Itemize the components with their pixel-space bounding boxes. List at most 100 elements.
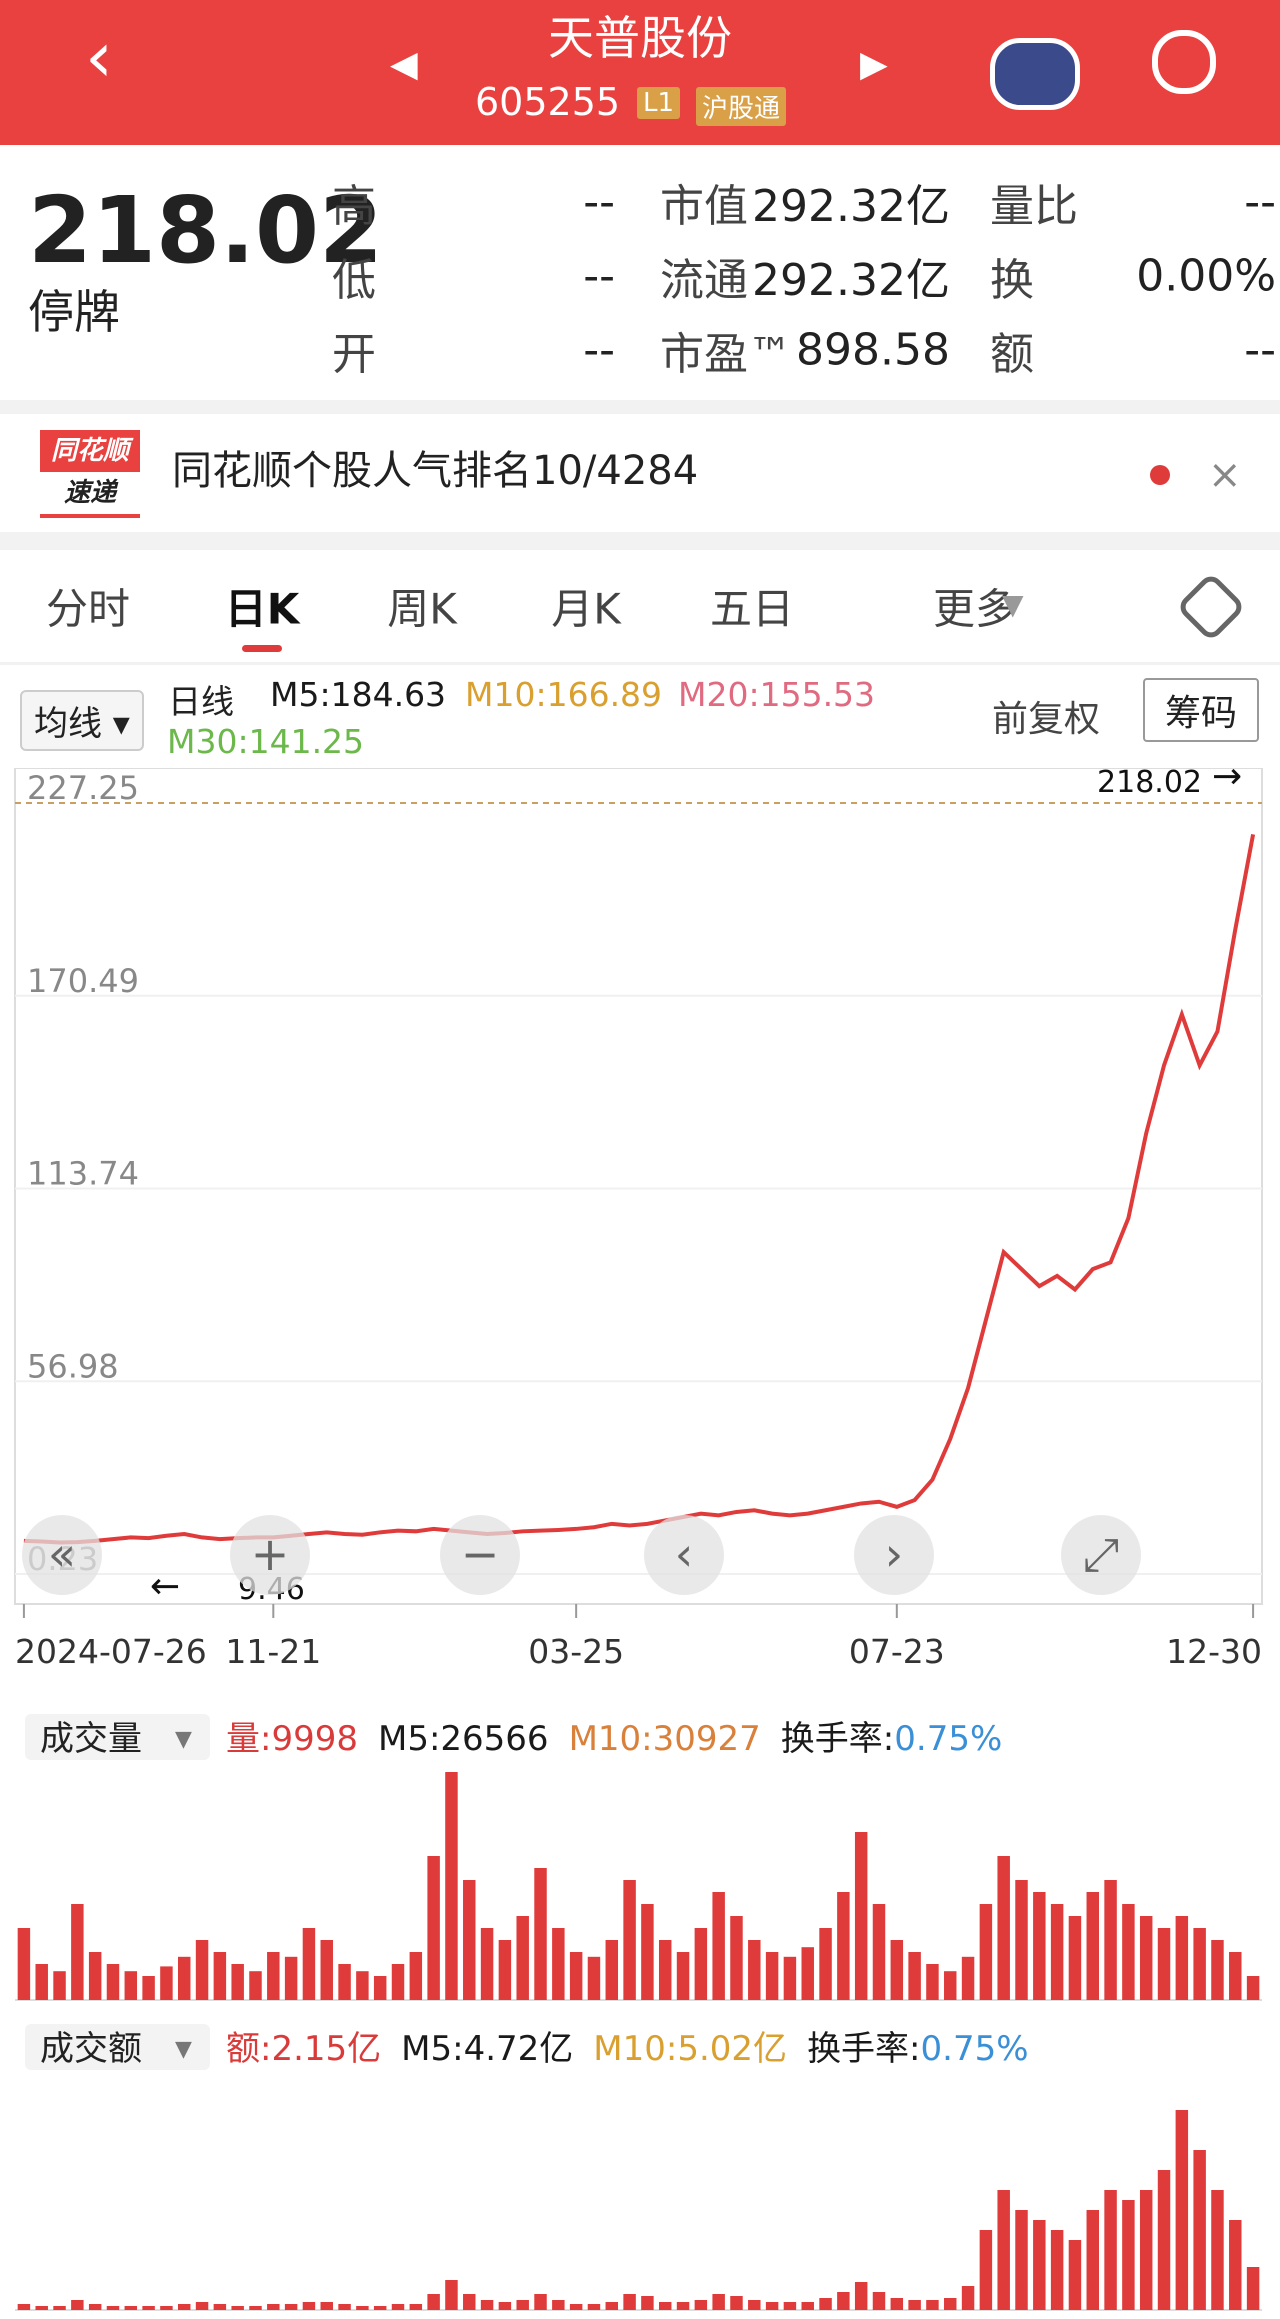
- bar: [160, 1966, 173, 2000]
- bar: [106, 2306, 120, 2310]
- ma-item: M20:155.53: [678, 675, 876, 714]
- bar: [569, 2304, 583, 2310]
- banner-text[interactable]: 同花顺个股人气排名10/4284: [172, 448, 699, 494]
- bar: [944, 1971, 957, 2000]
- close[interactable]: ×: [1208, 452, 1242, 498]
- bar: [801, 2302, 814, 2310]
- ma-item: M5:184.63: [270, 675, 447, 714]
- bar: [694, 1928, 708, 2000]
- quote-value: --: [1244, 324, 1276, 376]
- x-tick-label: 03-25: [528, 1632, 624, 1671]
- quote-label: 换: [990, 255, 1034, 306]
- tab[interactable]: 日K: [224, 584, 300, 634]
- bar: [267, 2304, 280, 2310]
- bar: [35, 2306, 48, 2310]
- bar: [534, 1868, 547, 2000]
- legend-button: [25, 2024, 210, 2070]
- panel-title: 成交量: [40, 1719, 142, 1759]
- bar: [409, 2304, 423, 2310]
- prev[interactable]: ‹: [644, 1515, 724, 1595]
- bar: [1139, 2190, 1153, 2310]
- bar: [498, 1940, 512, 2000]
- bar: [676, 2302, 690, 2310]
- bar: [320, 2302, 333, 2310]
- bar: [124, 2306, 138, 2310]
- bar: [213, 1952, 227, 2000]
- tab[interactable]: 更多: [932, 584, 1018, 634]
- bar: [712, 2294, 725, 2310]
- bar: [605, 1940, 619, 2000]
- fullscreen[interactable]: ⤢: [1061, 1515, 1141, 1595]
- settings-icon[interactable]: [1175, 571, 1247, 643]
- scroll-left[interactable]: «: [22, 1515, 102, 1595]
- bar: [17, 2304, 31, 2310]
- tab[interactable]: 分时: [45, 584, 131, 634]
- next[interactable]: ›: [854, 1515, 934, 1595]
- y-tick-label: 113.74: [27, 1155, 139, 1193]
- bar: [676, 1952, 690, 2000]
- bar: [908, 2300, 921, 2310]
- bar: [979, 1904, 993, 2000]
- bar: [88, 1952, 102, 2000]
- bar: [819, 1928, 832, 2000]
- x-tick-label: 07-23: [849, 1632, 945, 1671]
- bar: [1229, 2220, 1242, 2310]
- bar: [373, 2306, 387, 2310]
- x-tick-label: 11-21: [225, 1632, 321, 1671]
- chips-button[interactable]: 筹码: [1143, 678, 1260, 742]
- bar: [605, 2302, 619, 2310]
- zoom-in[interactable]: +: [230, 1515, 310, 1595]
- x-tick-label: 2024-07-26: [15, 1632, 207, 1671]
- legend-button: [25, 1714, 210, 1760]
- legend-item: 额:2.15亿: [226, 2029, 381, 2069]
- bar: [320, 1940, 333, 2000]
- tab[interactable]: 月K: [551, 584, 621, 634]
- bar: [302, 2302, 316, 2310]
- bar: [1068, 2240, 1082, 2310]
- ma-button[interactable]: 均线 ▾: [20, 690, 144, 751]
- bar: [284, 2304, 298, 2310]
- bar: [1175, 1916, 1189, 2000]
- next-stock[interactable]: ▶: [860, 44, 888, 85]
- legend-item: M5:4.72亿: [401, 2029, 573, 2069]
- prev-stock[interactable]: ◀: [390, 44, 418, 85]
- bar: [480, 1928, 494, 2000]
- assistant-icon[interactable]: [990, 38, 1080, 110]
- tab[interactable]: 周K: [387, 584, 457, 634]
- bar: [231, 2306, 244, 2310]
- bar: [694, 2300, 708, 2310]
- ma-button-text: 均线: [34, 704, 102, 744]
- bar: [712, 1892, 725, 2000]
- back-button[interactable]: ‹: [85, 16, 113, 98]
- bar: [997, 2190, 1010, 2310]
- legend-item: 换手率:: [807, 2029, 920, 2069]
- dot: [1150, 465, 1170, 485]
- price: 218.02: [28, 177, 384, 284]
- quote-label: 开: [332, 329, 376, 380]
- bar: [908, 1952, 921, 2000]
- legend-item: 0.75%: [921, 2029, 1029, 2069]
- divider: [0, 532, 1280, 550]
- tab-underline: [242, 645, 282, 652]
- tab[interactable]: 五日: [709, 584, 795, 634]
- quote-label: 量比: [990, 181, 1078, 232]
- legend-item: M10:5.02亿: [593, 2029, 787, 2069]
- adjust[interactable]: 前复权: [992, 699, 1101, 740]
- bar: [1229, 1952, 1242, 2000]
- logo-top: 同花顺: [50, 436, 129, 466]
- quote-value: --: [583, 176, 615, 228]
- bar: [872, 2292, 886, 2310]
- bar: [1193, 1928, 1206, 2000]
- zoom-out[interactable]: −: [440, 1515, 520, 1595]
- bar: [356, 2306, 369, 2310]
- search-icon[interactable]: [1152, 30, 1216, 94]
- quote-value: --: [583, 250, 615, 302]
- bar: [837, 2292, 850, 2310]
- legend-item: 量:9998: [226, 1719, 358, 1759]
- quote-label: 市盈™: [660, 329, 792, 380]
- bar: [944, 2298, 957, 2310]
- bar: [961, 2286, 975, 2310]
- bar: [106, 1964, 120, 2000]
- bar: [658, 1940, 672, 2000]
